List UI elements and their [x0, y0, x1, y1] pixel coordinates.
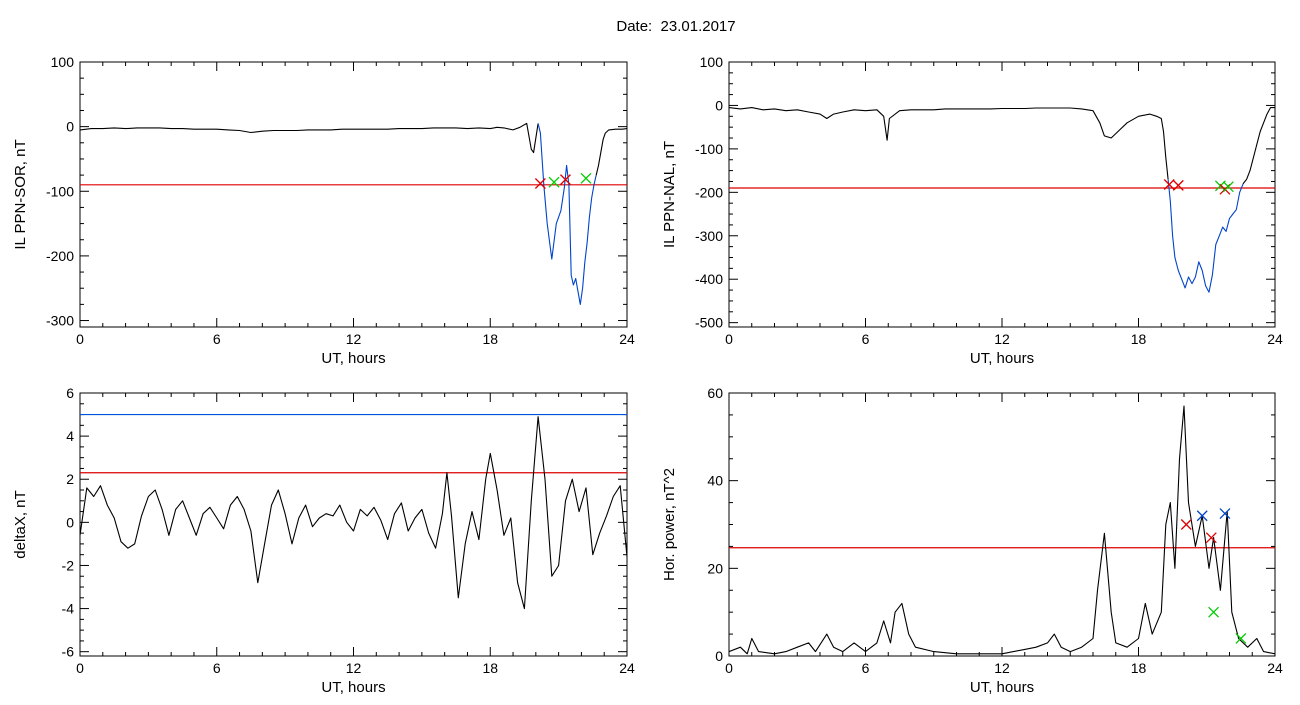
il-nal-marker-stroke [1163, 179, 1175, 190]
deltax-ytick-label: -2 [62, 557, 75, 573]
hor-power-xtick-label: 18 [1131, 660, 1147, 676]
hor-power-ytick-label: 40 [707, 473, 723, 489]
il-nal-xtick-label: 24 [1267, 331, 1283, 347]
il-nal-ylabel: IL PPN-NAL, nT [661, 141, 678, 248]
il-sor-xtick-label: 6 [213, 331, 221, 347]
hor-power-marker-stroke [1205, 532, 1217, 544]
il-nal-ytick-label: -500 [695, 315, 723, 331]
il-sor-ytick-label: 0 [66, 119, 74, 135]
hor-power-marker [1208, 606, 1220, 618]
deltax-xtick-label: 6 [213, 660, 221, 676]
hor-power-frame [728, 392, 1276, 657]
il-nal-marker-stroke [1222, 181, 1234, 193]
deltax-ytick-label: -4 [62, 601, 75, 617]
il-nal-marker-stroke [1172, 179, 1184, 191]
il-nal-xtick-label: 18 [1131, 331, 1147, 347]
hor-power-xtick-label: 12 [994, 660, 1010, 676]
deltax-xlabel: UT, hours [321, 679, 385, 696]
il-nal-ytick-label: 0 [715, 97, 723, 113]
deltax-xtick-label: 24 [619, 660, 635, 676]
il-sor-xtick-label: 24 [619, 331, 635, 347]
il-nal-ytick-label: 100 [700, 54, 724, 70]
il-sor-ytick-label: -300 [46, 313, 74, 329]
il-nal-frame [728, 61, 1276, 328]
il-sor-xtick-label: 0 [76, 331, 84, 347]
hor-power-marker-stroke [1196, 510, 1208, 522]
il-nal-xlabel: UT, hours [970, 350, 1034, 367]
deltax-data [80, 413, 627, 610]
il-sor-marker-stroke [548, 176, 560, 188]
il-sor-marker-stroke [560, 174, 571, 186]
hor-power-marker [1196, 510, 1208, 522]
il-nal-marker [1163, 179, 1175, 190]
hor-power-xtick-label: 6 [862, 660, 870, 676]
hor-power-marker-stroke [1180, 519, 1192, 530]
deltax-ytick-label: 0 [66, 514, 74, 530]
deltax-series-line [80, 416, 627, 610]
il-nal-ytick-label: -300 [695, 228, 723, 244]
page-title: Date: 23.01.2017 [616, 18, 736, 35]
il-nal-series-line [729, 107, 1169, 180]
hor-power-xlabel: UT, hours [970, 679, 1034, 696]
hor-power-marker [1219, 508, 1231, 520]
il-sor-xtick-label: 12 [346, 331, 362, 347]
deltax-panel: 0 6 12 18 24 6 4 2 0 -2 -4 -6 UT, hours deltaX, nT [12, 385, 635, 696]
il-nal-marker [1172, 179, 1184, 191]
il-sor-xlabel: UT, hours [321, 350, 385, 367]
il-nal-xtick-label: 0 [725, 331, 733, 347]
il-sor-series-line [595, 128, 627, 176]
hor-power-ytick-label: 0 [715, 648, 723, 664]
hor-power-xtick-label: 24 [1267, 660, 1283, 676]
hor-power-marker [1205, 532, 1217, 544]
hor-power-marker [1180, 519, 1192, 530]
il-nal-xtick-label: 6 [862, 331, 870, 347]
deltax-ylabel: deltaX, nT [12, 490, 29, 558]
hor-power-ytick-label: 20 [707, 560, 723, 576]
il-sor-data [80, 122, 627, 305]
il-sor-series-line [537, 123, 597, 305]
il-sor-marker [534, 178, 546, 189]
il-sor-marker [560, 174, 571, 186]
deltax-xtick-label: 18 [482, 660, 498, 676]
deltax-ytick-label: 2 [66, 471, 74, 487]
il-sor-panel: 0 6 12 18 24 100 0 -100 -200 -300 UT, hours IL PPN-… [12, 54, 635, 367]
hor-power-marker-stroke [1208, 606, 1220, 618]
hor-power-panel: 0 6 12 18 24 60 40 20 0 UT, hours Hor. power, nT^2 [661, 385, 1283, 696]
il-nal-xtick-label: 12 [994, 331, 1010, 347]
il-sor-xtick-label: 18 [482, 331, 498, 347]
il-sor-series-line [80, 122, 539, 154]
deltax-xtick-label: 12 [346, 660, 362, 676]
hor-power-ytick-label: 60 [707, 385, 723, 401]
il-sor-marker [548, 176, 560, 188]
deltax-ytick-label: 4 [66, 428, 74, 444]
hor-power-marker-stroke [1235, 633, 1247, 644]
il-sor-ylabel: IL PPN-SOR, nT [12, 139, 29, 249]
il-nal-ytick-label: -400 [695, 271, 723, 287]
il-sor-ytick-label: -200 [46, 248, 74, 264]
deltax-xtick-label: 0 [76, 660, 84, 676]
hor-power-marker-stroke [1219, 508, 1231, 520]
il-nal-series-line [1242, 107, 1275, 184]
il-nal-panel: 0 6 12 18 24 100 0 -100 -200 -300 -400 -500 UT, hour… [661, 54, 1283, 367]
hor-power-marker [1235, 633, 1247, 644]
hor-power-ylabel: Hor. power, nT^2 [661, 468, 678, 581]
il-nal-ytick-label: -100 [695, 141, 723, 157]
hor-power-xtick-label: 0 [725, 660, 733, 676]
deltax-frame [79, 392, 628, 657]
hor-power-data [729, 405, 1275, 655]
il-sor-marker [580, 172, 592, 184]
il-nal-data [729, 107, 1275, 293]
hor-power-series-line [729, 405, 1275, 655]
il-sor-marker-stroke [534, 178, 546, 189]
il-sor-ytick-label: -100 [46, 183, 74, 199]
il-sor-ytick-label: 100 [51, 54, 75, 70]
il-nal-marker [1222, 181, 1234, 193]
deltax-ytick-label: 6 [66, 385, 74, 401]
deltax-ytick-label: -6 [62, 644, 75, 660]
il-sor-marker-stroke [580, 172, 592, 184]
il-nal-series-line [1167, 179, 1244, 293]
il-nal-ytick-label: -200 [695, 184, 723, 200]
